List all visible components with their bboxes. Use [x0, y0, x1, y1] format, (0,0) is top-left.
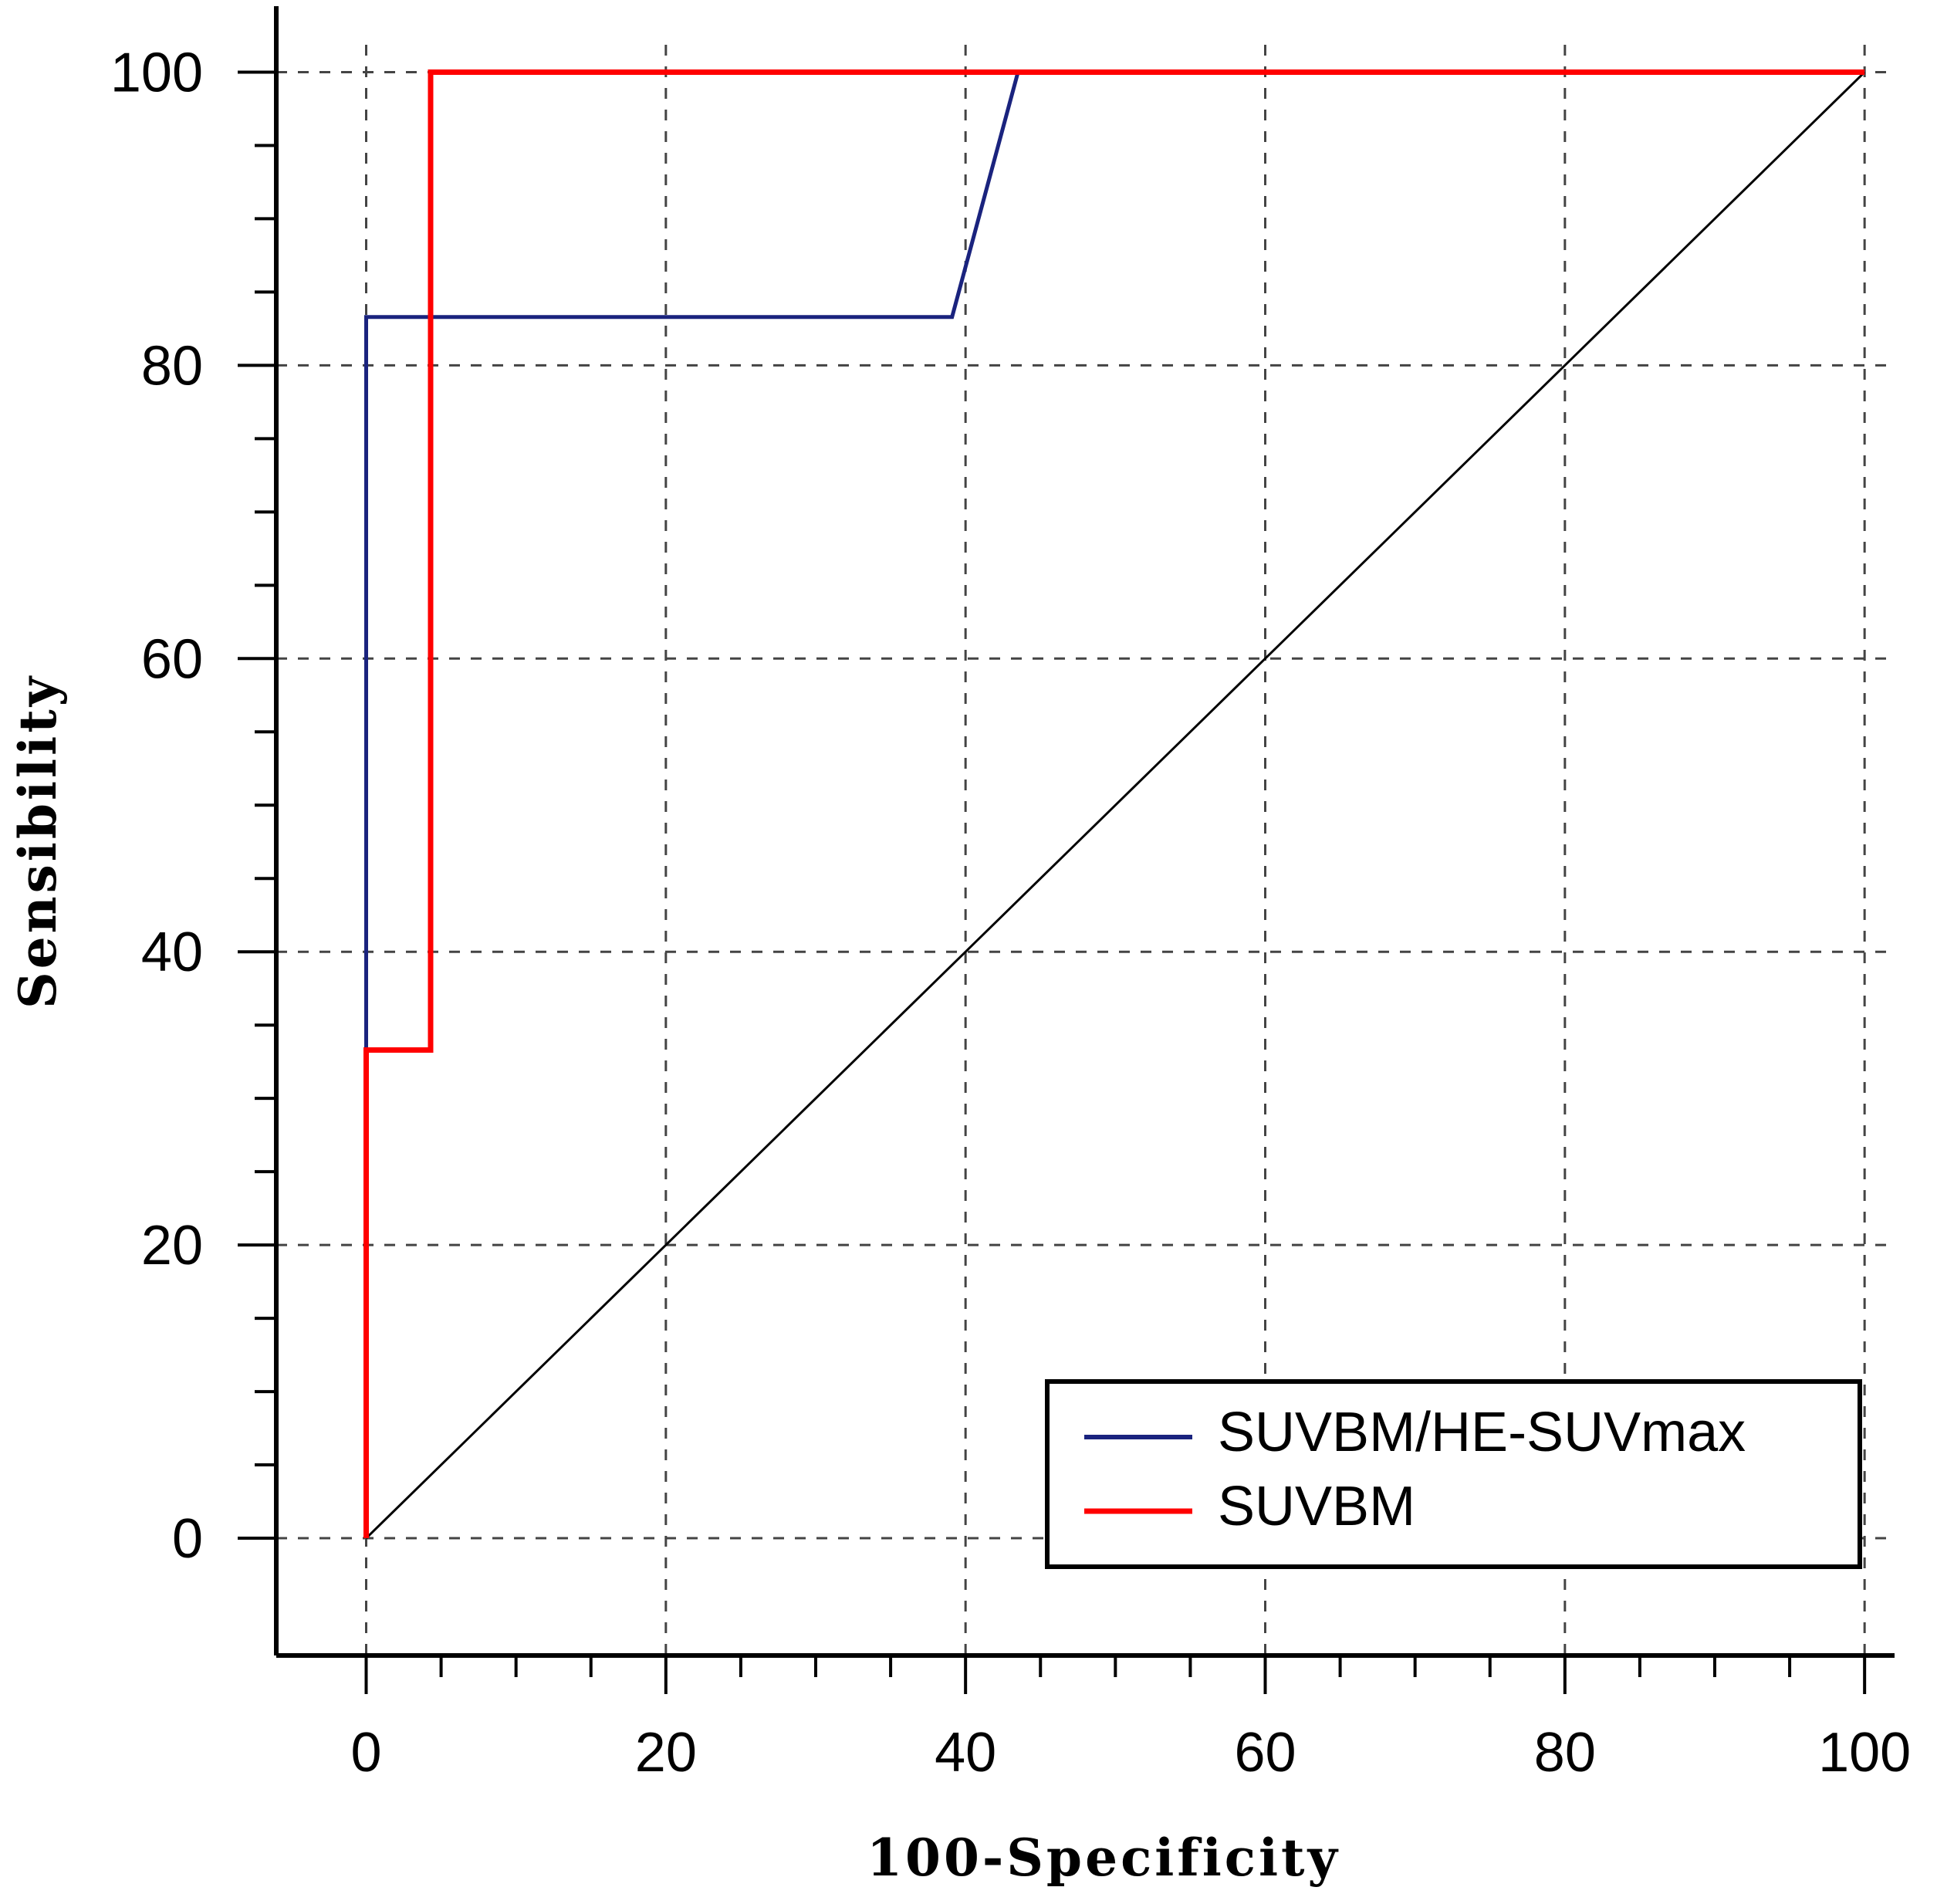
legend: SUVBM/HE-SUVmax SUVBM [1045, 1379, 1862, 1569]
y-axis-title: Sensibility [8, 674, 68, 1009]
y-tick-label-60: 60 [141, 628, 203, 690]
series-lines [363, 69, 1866, 1540]
reference-diagonal-line [365, 71, 1866, 1540]
suvbm-line [363, 69, 1865, 1539]
x-tick-label-20: 20 [635, 1722, 697, 1784]
x-tick-label-80: 80 [1534, 1722, 1596, 1784]
tick-marks [238, 70, 1867, 1694]
x-tick-label-60: 60 [1234, 1722, 1296, 1784]
y-tick-label-20: 20 [141, 1215, 203, 1277]
x-tick-label-40: 40 [935, 1722, 996, 1784]
x-tick-label-0: 0 [350, 1722, 381, 1784]
tick-labels: 0 20 40 60 80 100 0 20 40 60 80 100 [110, 42, 1911, 1784]
axes [274, 6, 1895, 1658]
y-tick-label-80: 80 [141, 335, 203, 397]
legend-label-suvbm-he-suvmax: SUVBM/HE-SUVmax [1218, 1402, 1746, 1463]
y-tick-label-40: 40 [141, 922, 203, 983]
y-tick-label-0: 0 [172, 1508, 203, 1570]
x-tick-label-100: 100 [1818, 1722, 1911, 1784]
legend-label-suvbm: SUVBM [1218, 1476, 1415, 1537]
y-tick-label-100: 100 [110, 42, 203, 103]
x-axis-title: 100-Specificity [867, 1828, 1340, 1888]
legend-box [1045, 1379, 1862, 1569]
